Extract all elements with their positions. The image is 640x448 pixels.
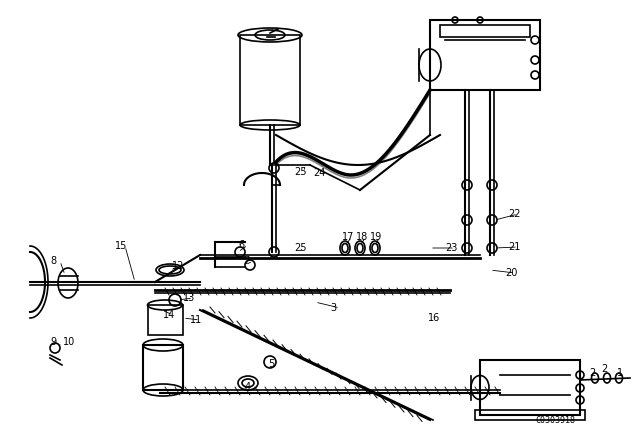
Text: 14: 14 (163, 310, 175, 320)
Text: 19: 19 (370, 232, 382, 242)
Text: 13: 13 (183, 293, 195, 303)
Bar (480, 360, 580, 415)
Text: C0303918: C0303918 (535, 415, 575, 425)
Text: 2: 2 (589, 368, 595, 378)
Text: 17: 17 (342, 232, 355, 242)
Text: 7: 7 (243, 256, 249, 266)
Bar (430, 20, 540, 90)
Bar (148, 305, 183, 335)
Text: 6: 6 (238, 240, 244, 250)
Text: 15: 15 (115, 241, 127, 251)
Text: 22: 22 (508, 209, 520, 219)
Bar (240, 35, 300, 125)
Text: 16: 16 (428, 313, 440, 323)
Text: 25: 25 (294, 167, 307, 177)
Text: 11: 11 (190, 315, 202, 325)
Bar (475, 410, 585, 420)
Text: 24: 24 (313, 168, 325, 178)
Text: 2: 2 (601, 364, 607, 374)
Text: 12: 12 (172, 261, 184, 271)
Text: 4: 4 (245, 382, 251, 392)
Text: 18: 18 (356, 232, 368, 242)
Text: 10: 10 (63, 337, 76, 347)
Text: 3: 3 (330, 303, 336, 313)
Text: 23: 23 (445, 243, 458, 253)
Bar (143, 345, 183, 390)
Text: 20: 20 (505, 268, 517, 278)
Text: 1: 1 (617, 368, 623, 378)
Text: 25: 25 (294, 243, 307, 253)
Text: 8: 8 (50, 256, 56, 266)
Text: 5: 5 (268, 359, 275, 369)
Bar (440, 25, 530, 37)
Text: 9: 9 (50, 337, 56, 347)
Text: 21: 21 (508, 242, 520, 252)
